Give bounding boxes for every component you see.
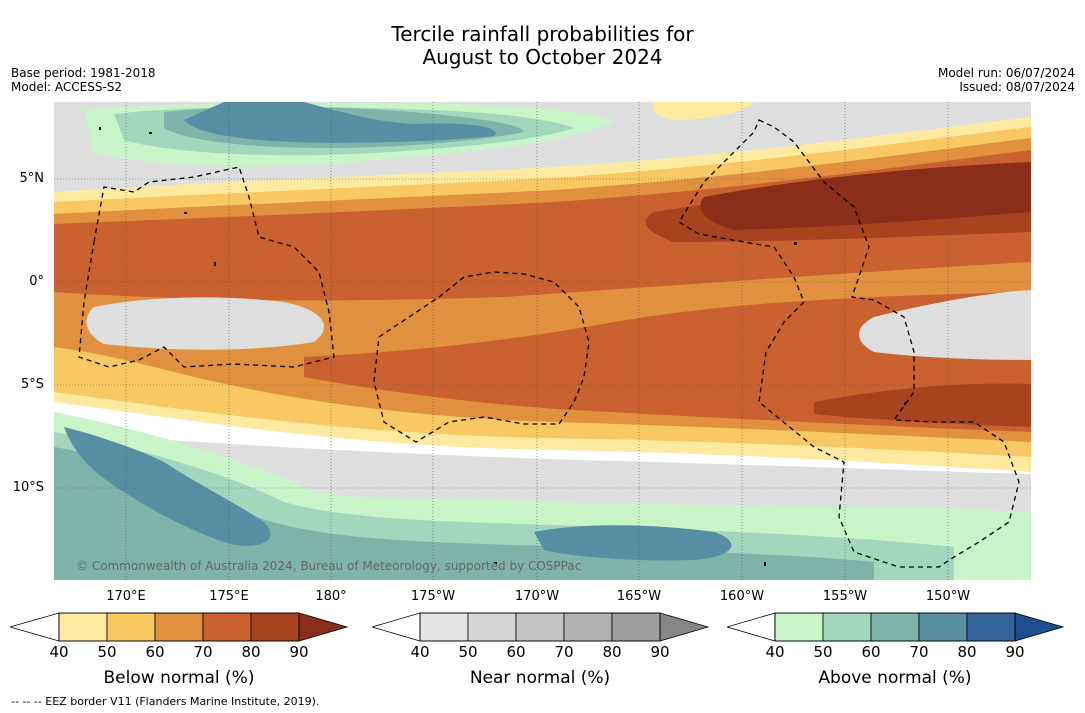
legend-above-tick: 70 [909,643,929,661]
near-normal-region-central-east [859,290,1031,360]
legend-below-tick: 40 [49,643,69,661]
legend-swatch [467,612,517,642]
colorbar-extend-low [10,612,60,642]
model-name: Model: ACCESS-S2 [11,80,123,94]
lat-label-10s: 10°S [12,480,44,495]
legend-near-title: Near normal (%) [469,668,611,688]
lon-label-170w: 170°W [514,589,560,604]
colorbar-outline [419,612,661,642]
colorbar-extend-high [1014,612,1065,642]
legend-above-tick: 50 [813,643,833,661]
legend-above-normal-colorbar [727,612,1065,642]
legend-swatch [419,612,469,642]
legend-near-normal-colorbar [372,612,710,642]
above-normal-region-south-70 [54,447,874,580]
legend-below-tick: 70 [193,643,213,661]
eez-borders [78,119,1020,568]
lon-label-165w: 165°W [616,589,662,604]
legend-swatch [966,612,1016,642]
lon-label-175e: 175°E [209,589,249,604]
legend-below-tick: 50 [97,643,117,661]
above-normal-region-south-80 [64,427,271,546]
map-title-line-1: Tercile rainfall probabilities for [391,22,694,46]
island [794,242,797,245]
legend-swatch [870,612,920,642]
island [494,562,497,564]
legend-swatch [58,612,108,642]
issued-date: Issued: 08/07/2024 [959,80,1075,94]
colorbar-extend-high [659,612,710,642]
above-normal-region-south-80b [534,525,732,561]
island [99,127,101,130]
legend-above-tick: 80 [957,643,977,661]
legend-near-tick: 50 [458,643,478,661]
eez-kiribati-line [678,119,1020,568]
lon-label-155w: 155°W [822,589,868,604]
island [214,262,216,266]
lon-label-175w: 175°W [410,589,456,604]
colorbar-outline [774,612,1016,642]
legend-below-title: Below normal (%) [103,668,255,688]
lon-label-150w: 150°W [925,589,971,604]
legend-swatch [611,612,661,642]
lat-label-5n: 5°N [19,171,45,186]
legend-swatch [202,612,252,642]
legend-swatch [563,612,613,642]
colorbar-extend-high [298,612,349,642]
legend-near-tick: 70 [554,643,574,661]
lon-label-180: 180° [315,589,347,604]
legend-above-tick: 90 [1005,643,1025,661]
copyright-text: © Commonwealth of Australia 2024, Bureau… [76,559,582,573]
rainfall-probability-map[interactable] [54,102,1031,580]
legend-near-tick: 40 [410,643,430,661]
model-run: Model run: 06/07/2024 [937,66,1075,80]
legend-swatch [154,612,204,642]
near-normal-region-central-west [86,297,324,350]
legend-swatch [822,612,872,642]
legend-swatch [515,612,565,642]
lon-label-160w: 160°W [719,589,765,604]
lat-label-0: 0° [29,274,44,289]
legend-above-tick: 60 [861,643,881,661]
legend-above-tick: 40 [765,643,785,661]
legend-swatch [918,612,968,642]
legend-swatch [774,612,824,642]
legend-swatch [106,612,156,642]
lat-label-5s: 5°S [20,377,44,392]
legend-above-title: Above normal (%) [818,668,972,688]
meta-left: Base period: 1981-2018 Model: ACCESS-S2 [11,66,156,94]
eez-kiribati-gilberts [78,166,335,368]
legend-swatch [250,612,300,642]
legend-near-tick: 60 [506,643,526,661]
eez-kiribati-phoenix [373,271,590,443]
island [904,402,906,405]
colorbar-extend-low [727,612,776,642]
legend-below-normal-colorbar [10,612,349,642]
below-normal-region-80-south [814,383,1031,427]
map-canvas [54,102,1031,580]
legend-below-tick: 60 [145,643,165,661]
legend-below-tick: 90 [289,643,309,661]
island [149,132,152,134]
island [764,562,766,566]
legend-below-tick: 80 [241,643,261,661]
island [184,212,187,214]
lon-label-170e: 170°E [106,589,146,604]
eez-footnote: -- -- -- EEZ border V11 (Flanders Marine… [11,695,320,708]
colorbar-outline [58,612,300,642]
meta-right: Model run: 06/07/2024 Issued: 08/07/2024 [938,66,1075,94]
map-title-line-2: August to October 2024 [422,45,663,69]
base-period: Base period: 1981-2018 [11,66,156,80]
islands [99,127,906,566]
graticule [54,102,1031,580]
legend-near-tick: 80 [602,643,622,661]
colorbar-extend-low [372,612,421,642]
legend-near-tick: 90 [650,643,670,661]
below-normal-yellow-north [652,102,754,120]
above-normal-region-north-80 [184,102,496,143]
